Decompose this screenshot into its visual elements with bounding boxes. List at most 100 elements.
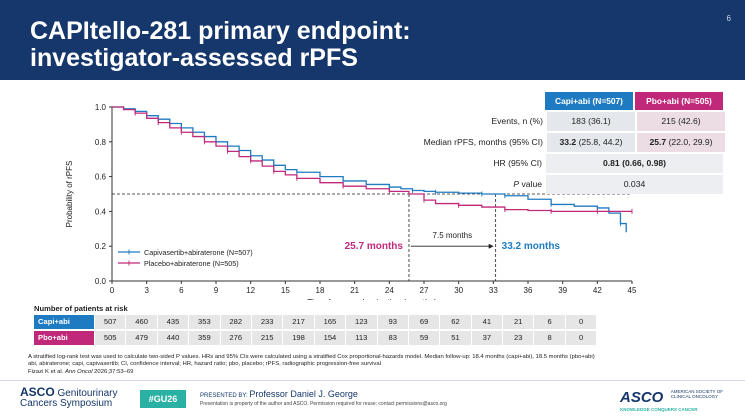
median-difference-label: 7.5 months — [433, 231, 473, 240]
risk-table-title: Number of patients at risk — [34, 304, 128, 313]
citation-author: Fizazi K et al. — [28, 368, 65, 375]
capi-median-value: 33.2 — [559, 137, 577, 147]
citation-rest: 2026;37:53–69 — [92, 368, 134, 375]
risk-cell: 359 — [188, 331, 220, 345]
stats-hr-value: 0.81 (0.66, 0.98) — [546, 154, 723, 173]
x-tick-label: 24 — [385, 286, 394, 295]
y-tick-label: 0.0 — [95, 277, 107, 286]
stats-capi-value: 33.2 (25.8, 44.2) — [547, 133, 635, 152]
x-axis-label: Time from randomization (months) — [307, 297, 437, 300]
p-label-rest: value — [519, 179, 543, 189]
x-tick-label: 12 — [246, 286, 255, 295]
pbo-median-ci: (22.0, 29.9) — [666, 137, 713, 147]
y-tick-label: 0.2 — [95, 242, 107, 251]
presented-by-label: PRESENTED BY: — [200, 393, 248, 399]
stats-row-median: Median rPFS, months (95% CI) 33.2 (25.8,… — [380, 133, 725, 152]
risk-cell: 41 — [470, 315, 503, 329]
x-tick-label: 39 — [558, 286, 567, 295]
asco-right-tagline: KNOWLEDGE CONQUERS CANCER — [620, 407, 698, 412]
risk-cell: 505 — [94, 331, 126, 345]
x-tick-label: 27 — [420, 286, 429, 295]
stats-p-value: 0.034 — [546, 175, 723, 194]
x-tick-label: 42 — [593, 286, 602, 295]
stats-header: Capi+abi (N=507) Pbo+abi (N=505) — [545, 92, 725, 110]
presenter-name: Professor Daniel J. George — [249, 389, 358, 399]
stats-header-pbo: Pbo+abi (N=505) — [635, 92, 723, 110]
risk-row-pbo: Pbo+abi 505 479 440 359 276 215 198 154 113 83 59 5… — [34, 331, 597, 345]
x-tick-label: 33 — [489, 286, 498, 295]
risk-cell: 154 — [313, 331, 346, 345]
asco-gu-text: Genitourinary — [57, 388, 118, 399]
risk-cell: 435 — [156, 315, 189, 329]
risk-cell: 282 — [219, 315, 251, 329]
x-tick-label: 0 — [110, 286, 115, 295]
hashtag-badge: #GU26 — [140, 390, 186, 408]
risk-cell: 93 — [376, 315, 408, 329]
footnote: A stratified log-rank test was used to c… — [28, 354, 718, 376]
capi-median-ci: (25.8, 44.2) — [576, 137, 623, 147]
pbo-median-label: 25.7 months — [345, 241, 404, 252]
stats-row-hr: HR (95% CI) 0.81 (0.66, 0.98) — [380, 154, 725, 173]
risk-cell: 69 — [407, 315, 440, 329]
stats-header-capi: Capi+abi (N=507) — [545, 92, 633, 110]
pbo-median-value: 25.7 — [649, 137, 667, 147]
difference-arrow-head — [488, 243, 494, 249]
risk-cell: 198 — [282, 331, 314, 345]
presenter-block: PRESENTED BY: Professor Daniel J. George… — [200, 389, 447, 407]
stats-label: P value — [380, 175, 546, 194]
stats-pbo-value: 215 (42.6) — [637, 112, 725, 131]
x-tick-label: 36 — [524, 286, 533, 295]
risk-table: Number of patients at risk Capi+abi 507 4… — [34, 304, 597, 347]
slide-number: 6 — [726, 14, 731, 23]
title-line-1: CAPItello-281 primary endpoint: — [30, 17, 411, 45]
risk-cell: 83 — [376, 331, 408, 345]
stats-pbo-value: 25.7 (22.0, 29.9) — [637, 133, 725, 152]
x-tick-label: 9 — [214, 286, 219, 295]
legend-label: Placebo+abiraterone (N=505) — [144, 259, 239, 268]
x-tick-label: 15 — [281, 286, 290, 295]
risk-row-label: Pbo+abi — [34, 331, 94, 345]
risk-cell: 479 — [125, 331, 157, 345]
risk-cell: 51 — [439, 331, 471, 345]
stats-table: Capi+abi (N=507) Pbo+abi (N=505) Events,… — [380, 92, 725, 194]
risk-cell: 440 — [156, 331, 189, 345]
risk-cell: 0 — [564, 315, 597, 329]
stats-label: Events, n (%) — [491, 116, 543, 126]
stats-label: Median rPFS, months (95% CI) — [423, 137, 543, 147]
risk-cell: 21 — [502, 315, 534, 329]
slide-header: CAPItello-281 primary endpoint: investig… — [0, 0, 745, 80]
risk-cell: 8 — [533, 331, 565, 345]
risk-cell: 507 — [94, 315, 126, 329]
title-line-2: investigator-assessed rPFS — [30, 44, 358, 72]
footnote-line-1: A stratified log-rank test was used to c… — [28, 354, 595, 360]
asco-right-subtitle: AMERICAN SOCIETY OF CLINICAL ONCOLOGY — [670, 389, 723, 399]
risk-cell: 6 — [533, 315, 565, 329]
x-tick-label: 21 — [350, 286, 359, 295]
risk-cell: 113 — [345, 331, 377, 345]
stats-capi-value: 183 (36.1) — [547, 112, 635, 131]
risk-row-label: Capi+abi — [34, 315, 94, 329]
stats-row-events: Events, n (%) 183 (36.1) 215 (42.6) — [380, 112, 725, 131]
slide-footer: ASCO Genitourinary Cancers Symposium #GU… — [0, 380, 745, 420]
risk-cell: 59 — [407, 331, 440, 345]
pbo-km-curve — [112, 106, 632, 213]
risk-cell: 0 — [564, 331, 597, 345]
y-axis-label: Probability of rPFS — [65, 161, 74, 228]
risk-cell: 62 — [439, 315, 471, 329]
y-tick-label: 1.0 — [95, 103, 107, 112]
p-italic: P — [513, 179, 520, 189]
gu-symposium-logo: ASCO Genitourinary Cancers Symposium — [20, 386, 118, 409]
footnote-line-2: abi, abiraterone; capi, capivasertib; CI… — [28, 361, 381, 368]
x-tick-label: 3 — [144, 286, 149, 295]
legend-label: Capivasertib+abiraterone (N=507) — [144, 248, 253, 257]
risk-cell: 123 — [345, 315, 377, 329]
x-tick-label: 18 — [316, 286, 325, 295]
footnote-citation: Fizazi K et al. Ann Oncol 2026;37:53–69 — [28, 369, 718, 376]
risk-row-capi: Capi+abi 507 460 435 353 282 233 217 165 123 93 69… — [34, 315, 597, 329]
y-tick-label: 0.6 — [95, 173, 107, 182]
capi-median-label: 33.2 months — [502, 241, 561, 252]
citation-journal: Ann Oncol — [65, 368, 93, 375]
stats-label: HR (95% CI) — [493, 158, 543, 168]
x-tick-label: 45 — [628, 286, 637, 295]
x-tick-label: 6 — [179, 286, 184, 295]
